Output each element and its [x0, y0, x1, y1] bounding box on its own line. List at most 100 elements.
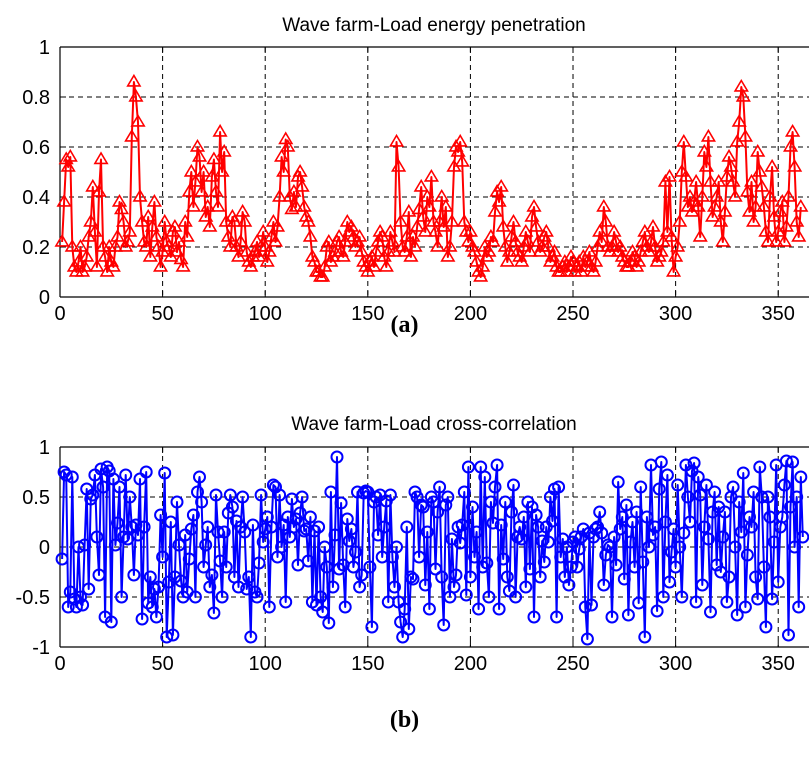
data-point-circle [730, 608, 744, 622]
data-point-circle [90, 530, 104, 544]
data-point-circle [632, 596, 646, 610]
data-point-triangle [343, 218, 360, 232]
data-point-circle [244, 630, 258, 644]
data-point-triangle [107, 238, 124, 252]
data-point-circle [232, 580, 245, 594]
data-point-triangle [409, 218, 425, 232]
data-point-circle [650, 604, 664, 618]
data-point-circle [689, 595, 703, 609]
data-point-circle [435, 570, 449, 584]
y-tick-label: -1 [32, 637, 50, 659]
data-point-triangle [300, 213, 316, 227]
data-point-triangle [89, 258, 105, 272]
data-point-triangle [754, 178, 770, 192]
data-point-circle [767, 535, 781, 549]
data-point-triangle [776, 233, 793, 247]
data-point-triangle [280, 138, 296, 152]
data-point-circle [203, 580, 217, 594]
data-point-triangle [631, 253, 647, 267]
data-point-circle [334, 496, 348, 510]
data-point-circle [74, 590, 87, 604]
data-point-circle [273, 488, 287, 502]
data-point-triangle [200, 198, 216, 212]
data-point-triangle [520, 233, 536, 247]
data-point-circle [468, 550, 481, 564]
data-point-circle [330, 450, 344, 464]
data-point-triangle [444, 213, 460, 227]
data-point-triangle [415, 208, 431, 222]
series-group [55, 450, 809, 646]
data-point-triangle [450, 143, 466, 157]
data-point-circle [365, 620, 379, 634]
data-point-circle [554, 550, 568, 564]
data-point-triangle [499, 253, 515, 267]
data-point-triangle [161, 238, 177, 252]
x-tick-label: 150 [351, 303, 384, 325]
data-point-triangle [717, 203, 733, 217]
data-point-circle [154, 508, 168, 522]
data-point-circle [634, 480, 648, 494]
data-point-triangle [331, 228, 347, 242]
data-point-triangle [216, 143, 232, 157]
data-point-circle [94, 462, 108, 476]
data-point-triangle [76, 258, 93, 272]
data-point-triangle [269, 218, 286, 232]
data-point-circle [615, 510, 629, 524]
data-point-circle [363, 560, 377, 574]
data-point-circle [642, 540, 656, 554]
data-point-circle [318, 540, 332, 554]
data-point-circle [72, 540, 85, 554]
data-point-triangle [481, 243, 497, 257]
data-point-triangle [397, 243, 413, 257]
data-point-circle [131, 528, 145, 542]
data-point-circle [55, 552, 69, 566]
data-point-circle [332, 562, 346, 576]
data-point-circle [652, 482, 666, 496]
data-point-circle [658, 515, 672, 529]
data-point-circle [149, 610, 163, 624]
data-point-circle [757, 560, 771, 574]
data-point-circle [601, 538, 615, 552]
data-point-triangle [79, 248, 95, 262]
data-point-triangle [220, 228, 236, 242]
data-point-triangle [294, 178, 310, 192]
data-point-triangle [354, 243, 370, 257]
data-point-circle [418, 578, 432, 592]
data-point-triangle [688, 173, 704, 187]
data-point-circle [660, 468, 674, 482]
data-point-triangle [115, 213, 132, 227]
data-point-triangle [196, 163, 212, 177]
data-point-triangle [181, 183, 197, 197]
data-point-circle [777, 478, 791, 492]
plot-area [60, 47, 809, 297]
x-tick-label: 100 [249, 653, 282, 675]
data-point-triangle [284, 201, 300, 215]
data-point-circle [394, 615, 408, 629]
data-point-triangle [226, 213, 243, 227]
data-point-triangle [709, 188, 725, 202]
x-tick-label: 0 [54, 303, 65, 325]
data-point-triangle [462, 223, 479, 237]
data-point-circle [609, 558, 623, 572]
data-point-triangle [791, 228, 807, 242]
data-point-circle [225, 500, 239, 514]
data-point-circle [519, 580, 533, 594]
data-point-circle [326, 580, 340, 594]
data-point-triangle [395, 238, 411, 252]
data-point-circle [184, 522, 198, 536]
data-point-circle [349, 545, 362, 559]
data-point-triangle [733, 78, 749, 92]
data-point-circle [256, 535, 270, 549]
series-group [54, 73, 809, 282]
data-point-circle [61, 600, 75, 614]
data-point-circle [264, 520, 278, 534]
data-point-triangle [784, 123, 801, 137]
data-point-triangle [62, 148, 78, 162]
data-point-circle [449, 568, 463, 582]
data-point-circle [219, 560, 233, 574]
data-point-circle [523, 562, 537, 576]
data-point-triangle [204, 168, 220, 182]
data-point-circle [299, 522, 313, 536]
data-point-circle [439, 498, 453, 512]
data-point-triangle [715, 233, 731, 247]
